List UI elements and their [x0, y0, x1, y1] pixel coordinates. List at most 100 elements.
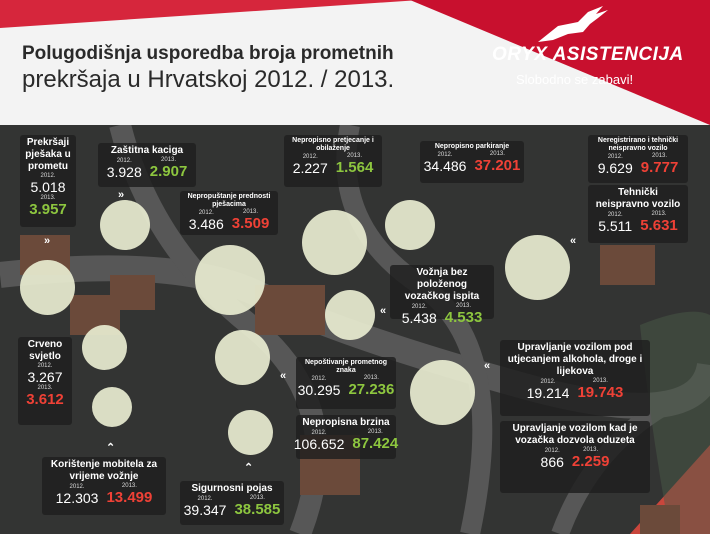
- year: 2013.: [243, 209, 259, 215]
- value-2012: 3.928: [106, 164, 142, 180]
- year: 2013.: [652, 153, 668, 159]
- label: Nepoštivanje prometnog znaka: [304, 359, 388, 374]
- value-2012: 12.303: [55, 490, 99, 506]
- label: Crveno svjetlo: [27, 339, 63, 362]
- year: 2012.: [40, 173, 56, 179]
- value-2013: 13.499: [106, 489, 153, 506]
- value-2012: 39.347: [183, 502, 227, 518]
- scene-circle: [410, 360, 475, 425]
- scene-circle: [505, 235, 570, 300]
- scene-circle: [302, 210, 367, 275]
- stat-mobitel: Korištenje mobitela za vrijeme vožnje 20…: [42, 457, 166, 515]
- year: 2013.: [40, 195, 56, 201]
- chevron-up-icon: ⌃: [244, 462, 254, 474]
- year: 2012.: [197, 496, 213, 502]
- label: Prekršaji pješaka u prometu: [25, 137, 71, 172]
- label: Upravljanje vozilom kad je vozačka dozvo…: [512, 423, 638, 446]
- year: 2012.: [311, 376, 327, 382]
- value-2013: 27.236: [348, 381, 395, 398]
- value-2012: 866: [540, 454, 564, 470]
- scene-circle: [92, 387, 132, 427]
- stat-prednost: Nepropuštanje prednosti pješacima 2012. 3…: [180, 191, 278, 235]
- value-2013: 2.259: [571, 453, 610, 470]
- value-2012: 5.511: [598, 218, 633, 234]
- year: 2013.: [37, 385, 53, 391]
- year: 2012.: [544, 448, 560, 454]
- value-2013: 3.509: [231, 215, 270, 232]
- value-2012: 106.652: [293, 436, 345, 452]
- value-2012: 30.295: [297, 382, 341, 398]
- label: Tehnički neispravno vozilo: [595, 187, 681, 210]
- value-2012: 5.018: [30, 179, 66, 195]
- label: Nepropisno parkiranje: [434, 143, 510, 150]
- year: 2012.: [607, 212, 623, 218]
- stat-parkiranje: Nepropisno parkiranje 2012. 34.486 2013. 3…: [420, 141, 524, 183]
- value-2013: 9.777: [640, 159, 679, 176]
- scene-circle: [195, 245, 265, 315]
- stat-brzina: Nepropisna brzina 2012. 106.652 2013. 87.4…: [293, 415, 399, 459]
- stat-ispit: Vožnja bez položenog vozačkog ispita 201…: [390, 265, 494, 326]
- value-2013: 37.201: [474, 157, 521, 174]
- scene-circle: [20, 260, 75, 315]
- year: 2013.: [583, 447, 599, 453]
- header: Polugodišnja usporedba broja prometnih p…: [0, 0, 710, 125]
- year: 2013.: [489, 151, 505, 157]
- scene-circle: [385, 200, 435, 250]
- value-2013: 1.564: [335, 159, 374, 176]
- chevron-down-icon: »: [118, 189, 125, 201]
- stat-dozvola: Upravljanje vozilom kad je vozačka dozvo…: [500, 421, 650, 493]
- label: Nepropisno pretjecanje i obilaženje: [292, 137, 374, 152]
- value-2013: 2.907: [149, 163, 188, 180]
- chevron-left-icon: «: [380, 305, 387, 317]
- stat-znak: Nepoštivanje prometnog znaka 2012. 30.295…: [296, 357, 396, 409]
- scene-circle: [100, 200, 150, 250]
- year: 2012.: [116, 158, 132, 164]
- year: 2012.: [411, 304, 427, 310]
- brand-logo: ORYX ASISTENCIJA: [492, 44, 684, 65]
- year: 2012.: [302, 154, 318, 160]
- value-2013: 3.612: [26, 391, 64, 408]
- value-2012: 34.486: [423, 158, 467, 174]
- stat-pjesaci: Prekršaji pješaka u prometu 2012. 5.018 …: [20, 135, 76, 227]
- year: 2012.: [437, 152, 453, 158]
- value-2013: 3.957: [29, 201, 67, 218]
- scene-circle: [215, 330, 270, 385]
- stat-tehnicki: Tehnički neispravno vozilo 2012. 5.511 20…: [588, 185, 688, 243]
- stat-pojas: Sigurnosni pojas 2012. 39.347 2013. 38.585: [180, 481, 284, 525]
- value-2013: 87.424: [352, 435, 399, 452]
- scene-circle: [325, 290, 375, 340]
- label: Neregistrirano i tehnički neispravno voz…: [597, 137, 679, 152]
- stat-pretjecanje: Nepropisno pretjecanje i obilaženje 2012…: [284, 135, 382, 187]
- value-2012: 3.486: [188, 216, 224, 232]
- value-2012: 19.214: [526, 385, 570, 401]
- value-2013: 38.585: [234, 501, 281, 518]
- chevron-left-icon: «: [570, 235, 577, 247]
- chevron-down-icon: »: [44, 235, 51, 247]
- title-line1: Polugodišnja usporedba broja prometnih: [22, 43, 394, 64]
- year: 2013.: [161, 157, 177, 163]
- year: 2012.: [37, 363, 53, 369]
- red-stripe-right: [410, 0, 710, 125]
- value-2013: 5.631: [640, 217, 678, 234]
- label: Vožnja bez položenog vozačkog ispita: [404, 267, 480, 302]
- value-2013: 19.743: [577, 384, 624, 401]
- label: Korištenje mobitela za vrijeme vožnje: [50, 459, 158, 482]
- year: 2013.: [249, 495, 265, 501]
- year: 2013.: [121, 483, 137, 489]
- chevron-left-icon: «: [484, 360, 491, 372]
- value-2012: 9.629: [597, 160, 633, 176]
- year: 2013.: [651, 211, 667, 217]
- year: 2013.: [347, 153, 363, 159]
- value-2012: 2.227: [292, 160, 328, 176]
- label: Nepropuštanje prednosti pješacima: [187, 193, 271, 208]
- value-2012: 5.438: [401, 310, 437, 326]
- year: 2013.: [456, 303, 472, 309]
- goat-logo-icon: [538, 6, 608, 42]
- title-line2: prekršaja u Hrvatskoj 2012. / 2013.: [22, 66, 395, 93]
- scene-circle: [82, 325, 127, 370]
- label: Upravljanje vozilom pod utjecanjem alkoh…: [507, 342, 643, 377]
- year: 2013.: [367, 429, 383, 435]
- label: Zaštitna kaciga: [110, 145, 184, 156]
- map-illustration: Prekršaji pješaka u prometu 2012. 5.018 …: [0, 125, 710, 534]
- year: 2013.: [363, 375, 379, 381]
